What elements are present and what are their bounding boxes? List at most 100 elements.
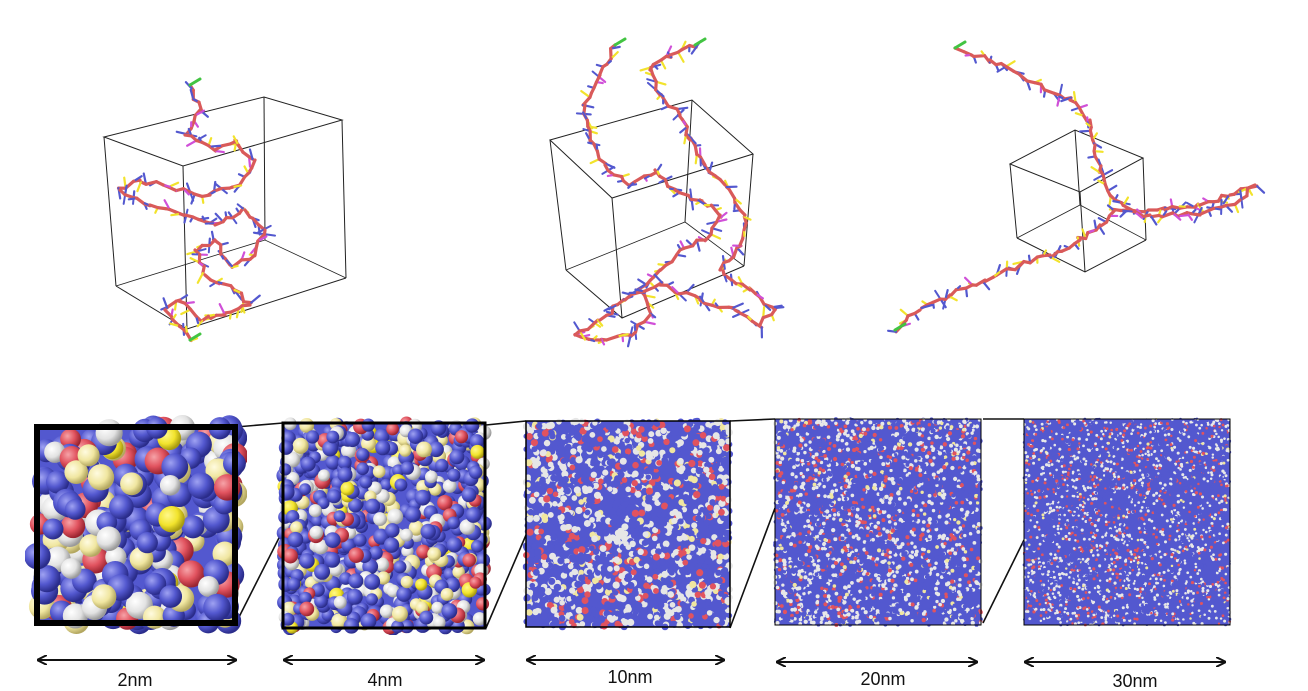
atom bbox=[601, 446, 607, 452]
atom bbox=[874, 592, 879, 597]
atom bbox=[908, 502, 912, 506]
side-bond bbox=[732, 302, 744, 309]
side-bond bbox=[649, 312, 657, 319]
backbone-bond bbox=[621, 179, 631, 187]
atom bbox=[348, 573, 364, 589]
atom bbox=[813, 434, 818, 439]
atom bbox=[655, 581, 662, 588]
atom bbox=[630, 569, 637, 576]
atom bbox=[903, 501, 907, 506]
atom bbox=[400, 461, 414, 475]
atom bbox=[424, 470, 438, 484]
atom bbox=[621, 618, 629, 626]
atom bbox=[578, 574, 586, 582]
atom bbox=[834, 470, 839, 476]
side-bond bbox=[653, 273, 664, 284]
atom bbox=[833, 537, 838, 542]
side-bond bbox=[690, 46, 698, 55]
atom bbox=[690, 467, 697, 474]
side-bond bbox=[1060, 96, 1073, 103]
end-group bbox=[613, 37, 627, 47]
atom bbox=[596, 601, 604, 609]
side-bond bbox=[685, 283, 695, 294]
atom bbox=[309, 525, 324, 540]
atom bbox=[859, 464, 863, 469]
atom bbox=[688, 431, 694, 438]
atom bbox=[551, 563, 559, 572]
side-bond bbox=[162, 297, 169, 309]
atom bbox=[720, 495, 727, 502]
atom bbox=[625, 573, 633, 581]
atom bbox=[847, 584, 851, 589]
atom bbox=[661, 527, 668, 534]
backbone-bond bbox=[1049, 250, 1060, 260]
backbone-bond bbox=[201, 264, 206, 275]
atom bbox=[557, 513, 565, 521]
atom bbox=[939, 445, 944, 450]
atom bbox=[198, 575, 220, 597]
side-bond bbox=[996, 65, 1008, 73]
atom bbox=[970, 461, 975, 466]
atom bbox=[941, 536, 945, 541]
atom bbox=[723, 444, 731, 452]
side-bond bbox=[762, 306, 766, 319]
atom bbox=[575, 506, 583, 515]
atom bbox=[644, 513, 651, 520]
atom bbox=[845, 541, 849, 545]
atom bbox=[565, 578, 573, 585]
atom bbox=[809, 515, 814, 520]
atom bbox=[627, 618, 635, 627]
atom bbox=[641, 435, 648, 442]
atom bbox=[680, 540, 687, 548]
atom bbox=[628, 497, 636, 505]
atom bbox=[805, 468, 810, 472]
atom bbox=[45, 470, 70, 494]
atom bbox=[677, 593, 685, 600]
atom bbox=[427, 547, 442, 562]
atom bbox=[606, 458, 615, 467]
atom bbox=[203, 593, 231, 622]
atom bbox=[958, 526, 963, 530]
side-bond bbox=[963, 276, 974, 287]
atom bbox=[863, 513, 867, 517]
atom bbox=[900, 502, 904, 507]
atom bbox=[667, 591, 675, 598]
atom bbox=[719, 582, 727, 590]
atom bbox=[525, 459, 533, 467]
atom bbox=[551, 618, 559, 625]
atom bbox=[588, 545, 595, 552]
atom bbox=[862, 464, 867, 469]
atom bbox=[669, 602, 676, 608]
atom bbox=[361, 418, 375, 432]
side-bond bbox=[136, 180, 142, 193]
atom bbox=[940, 489, 945, 493]
atom bbox=[560, 524, 568, 532]
atom bbox=[929, 606, 934, 611]
atom bbox=[690, 476, 698, 484]
atom bbox=[432, 616, 446, 629]
atom bbox=[659, 559, 666, 566]
zoom-panel-4nm bbox=[276, 416, 492, 635]
side-bond bbox=[1058, 83, 1063, 97]
atom bbox=[607, 565, 613, 572]
atom bbox=[428, 441, 444, 458]
atom bbox=[399, 528, 413, 542]
atom bbox=[657, 484, 664, 491]
atom bbox=[337, 467, 353, 483]
atom bbox=[686, 554, 692, 560]
atom bbox=[860, 421, 864, 425]
atom bbox=[973, 436, 978, 441]
atom bbox=[598, 429, 606, 437]
atom bbox=[64, 499, 86, 520]
atom bbox=[922, 585, 927, 591]
atom bbox=[635, 604, 642, 611]
atom bbox=[970, 446, 974, 450]
atom bbox=[812, 502, 818, 507]
atom bbox=[282, 548, 298, 564]
atom bbox=[689, 455, 696, 462]
atom bbox=[680, 448, 687, 455]
atom bbox=[836, 525, 840, 529]
atom bbox=[586, 526, 593, 533]
atom bbox=[865, 589, 869, 594]
atom bbox=[290, 521, 303, 534]
